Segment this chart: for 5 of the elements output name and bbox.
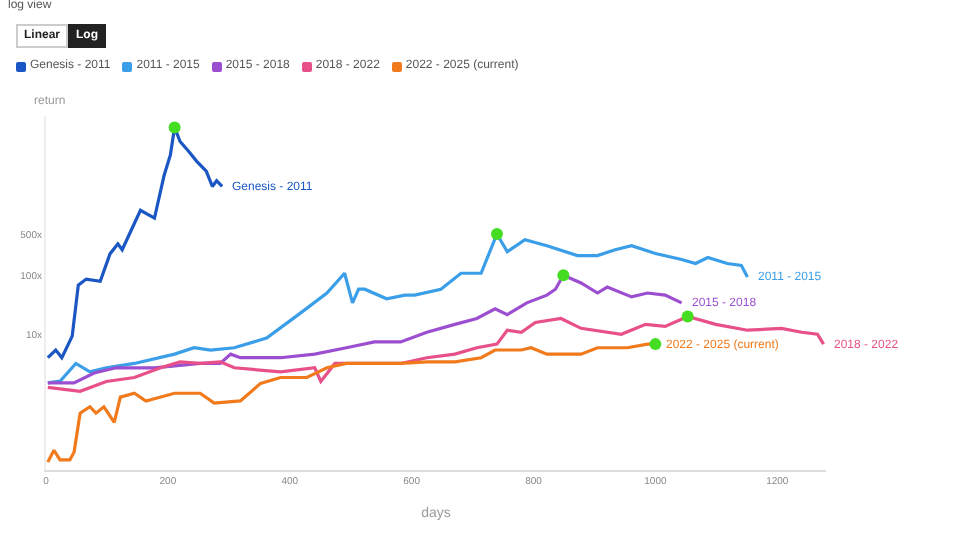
point bbox=[557, 269, 570, 282]
point bbox=[168, 121, 181, 134]
point bbox=[681, 310, 694, 323]
point bbox=[490, 228, 503, 240]
point bbox=[649, 338, 662, 351]
